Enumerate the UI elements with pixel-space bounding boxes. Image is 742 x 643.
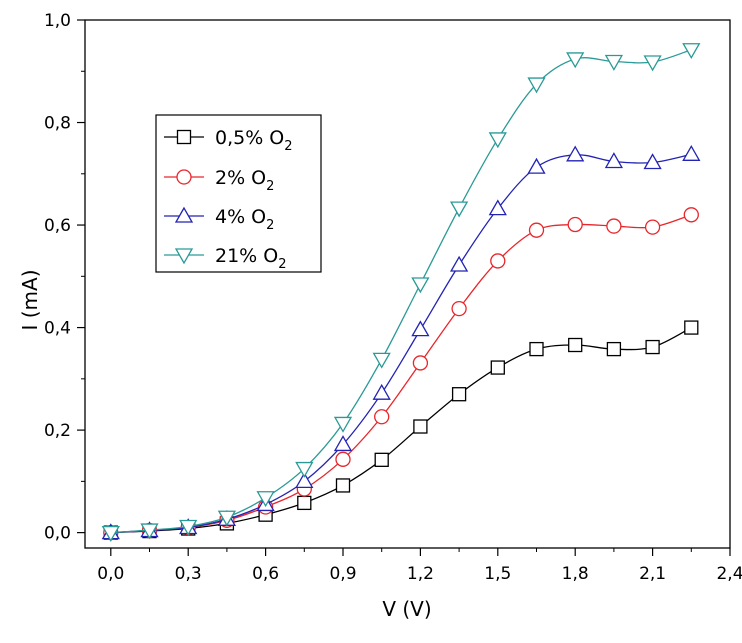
data-point [256,491,275,508]
y-axis-title: I (mA) [18,269,42,330]
data-point [333,435,353,452]
legend-marker [174,206,194,223]
x-tick-label: 2,4 [716,564,742,584]
data-point [140,523,159,540]
y-tick-label: 0,4 [44,319,71,339]
x-tick-label: 0,3 [175,564,202,584]
data-point [566,52,585,69]
data-point [374,452,389,467]
series-0 [103,320,699,540]
data-point [335,451,351,467]
series-2 [101,144,701,540]
y-tick-label: 0,0 [44,524,71,544]
data-point [451,300,467,317]
x-tick-label: 1,5 [484,564,511,584]
data-point [644,219,661,235]
data-point [449,201,469,218]
series-line [110,49,692,534]
y-tick-label: 0,6 [44,216,71,236]
data-point [490,360,505,375]
data-point [411,320,430,337]
data-point [529,341,544,357]
legend-marker [176,129,192,145]
data-point [568,337,583,353]
data-point [566,145,585,162]
data-point [488,132,507,149]
data-point [413,419,428,434]
series-line [110,153,692,534]
series-layer [101,43,701,542]
data-point [449,255,469,272]
data-point [101,525,120,542]
x-tick-label: 0,9 [329,564,356,584]
data-point [606,341,622,357]
x-tick-label: 0,0 [97,564,124,584]
data-point [451,387,467,402]
data-point [643,153,662,170]
data-point [643,55,662,72]
data-point [527,77,546,94]
data-point [372,383,391,400]
data-point [567,216,583,233]
y-tick-label: 1,0 [44,11,71,31]
data-point [683,207,699,223]
series-3 [101,43,701,542]
data-point [217,510,237,527]
data-point [682,43,701,60]
legend-marker [174,248,194,265]
data-point [604,54,624,71]
data-point [684,320,699,335]
data-point [295,461,314,478]
data-point [412,355,429,371]
x-tick-label: 1,8 [562,564,589,584]
data-point [645,339,660,355]
data-point [374,409,390,425]
legend-marker [176,169,192,185]
data-point [682,144,701,161]
data-point [295,472,314,489]
x-axis-title: V (V) [382,597,431,621]
data-point [528,222,545,238]
x-tick-label: 1,2 [407,564,434,584]
x-tick-label: 2,1 [639,564,666,584]
data-point [179,519,198,536]
data-point [333,416,353,433]
plot-frame [84,19,731,549]
y-tick-label: 0,8 [44,114,71,134]
x-tick-label: 0,6 [252,564,279,584]
data-point [372,352,391,369]
data-point [411,277,430,294]
data-point [527,157,546,174]
data-point [488,199,507,216]
data-point [297,495,312,511]
series-line [110,326,692,534]
y-tick-label: 0,2 [44,421,71,441]
data-point [606,218,622,234]
data-point [490,253,506,269]
axis-ticks: 0,0 0,3 0,6 0,9 1,2 1,5 1,8 2,1 2,4 0,0 0,2 0,4 0,6 0… [44,11,742,584]
data-point [604,152,624,169]
data-point [335,478,351,493]
